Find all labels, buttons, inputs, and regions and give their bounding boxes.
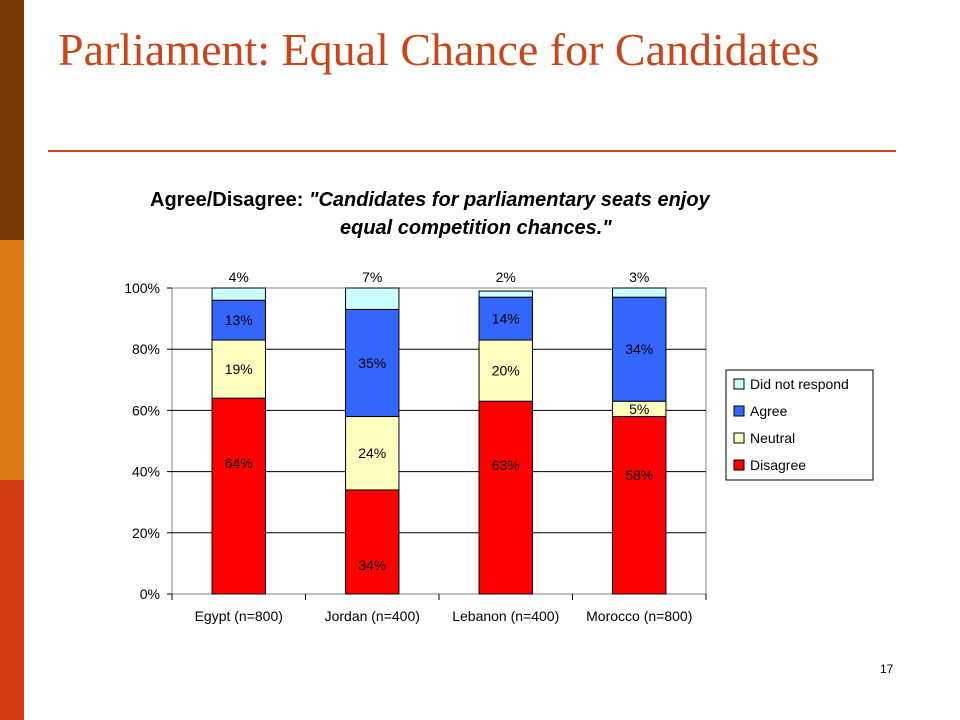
legend-label: Did not respond — [750, 376, 849, 392]
bar-segment — [345, 416, 400, 491]
chart-title-quote-line1: "Candidates for parliamentary seats enjo… — [308, 189, 710, 211]
legend-box — [725, 369, 874, 481]
legend-label: Agree — [750, 403, 788, 419]
data-label: 3% — [629, 269, 649, 285]
x-tick-label: Egypt (n=800) — [195, 608, 283, 624]
side-bar-bottom — [0, 480, 24, 720]
data-label: 19% — [225, 361, 253, 377]
slide-title: Parliament: Equal Chance for Candidates — [58, 24, 820, 75]
data-label: 35% — [358, 355, 386, 371]
data-label: 2% — [496, 269, 516, 285]
side-bar-top — [0, 0, 24, 240]
chart-title-quote-line2: equal competition chances." — [340, 217, 612, 239]
legend-label: Neutral — [750, 430, 795, 446]
data-label: 5% — [629, 401, 649, 417]
legend-label: Disagree — [750, 457, 806, 473]
data-label: 7% — [362, 269, 382, 285]
bar-segment — [211, 287, 266, 301]
y-tick-label: 40% — [132, 464, 160, 480]
data-label: 14% — [492, 311, 520, 327]
data-label: 58% — [625, 467, 653, 483]
chart-title-prefix: Agree/Disagree: — [150, 189, 304, 211]
bar-segment — [478, 400, 533, 595]
data-label: 4% — [229, 269, 249, 285]
bar-segment — [345, 287, 400, 310]
bar-segment — [612, 296, 667, 402]
data-label: 24% — [358, 445, 386, 461]
legend-swatch — [733, 378, 745, 390]
data-label: 64% — [225, 455, 253, 471]
x-tick-label: Morocco (n=800) — [586, 608, 692, 624]
data-label: 34% — [625, 341, 653, 357]
bar-segment — [211, 397, 266, 595]
chart-title: Agree/Disagree: "Candidates for parliame… — [150, 186, 810, 242]
x-tick-label: Jordan (n=400) — [325, 608, 420, 624]
y-tick-label: 20% — [132, 525, 160, 541]
bar-segment — [345, 308, 400, 418]
title-divider — [48, 150, 896, 152]
data-label: 34% — [358, 557, 386, 573]
bar-segment — [211, 299, 266, 341]
bar-segment — [612, 416, 667, 595]
bar-segment — [612, 287, 667, 298]
y-tick-label: 80% — [132, 341, 160, 357]
legend-swatch — [733, 432, 745, 444]
bar-segment — [345, 489, 400, 595]
y-tick-label: 60% — [132, 402, 160, 418]
legend-swatch — [733, 459, 745, 471]
data-label: 63% — [492, 457, 520, 473]
bar-segment — [211, 339, 266, 399]
data-label: 20% — [492, 363, 520, 379]
bar-segment — [478, 339, 533, 402]
side-bar-middle — [0, 240, 24, 480]
page-number: 17 — [880, 662, 894, 676]
x-tick-label: Lebanon (n=400) — [452, 608, 559, 624]
data-label: 13% — [225, 312, 253, 328]
legend-swatch — [733, 405, 745, 417]
y-tick-label: 100% — [124, 280, 160, 296]
y-tick-label: 0% — [140, 586, 160, 602]
bar-segment — [478, 296, 533, 341]
bar-segment — [478, 290, 533, 298]
